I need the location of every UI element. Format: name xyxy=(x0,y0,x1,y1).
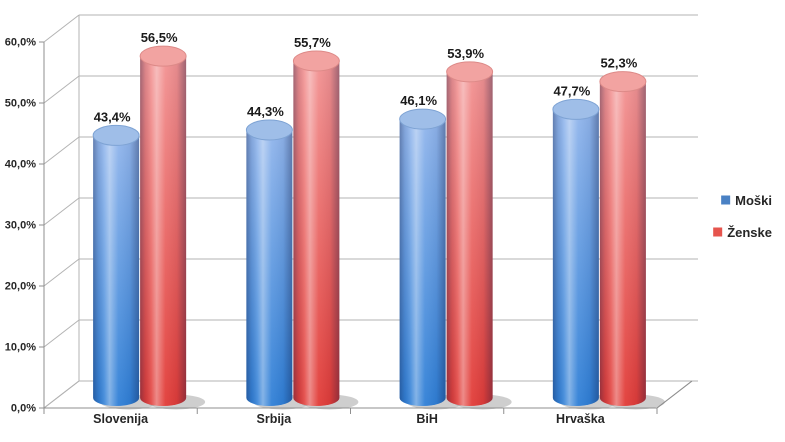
data-label-zenske-bih: 53,9% xyxy=(447,46,484,61)
category-label-slovenija: Slovenija xyxy=(93,412,149,426)
gridline-side xyxy=(43,258,80,287)
category-label-hrvaska: Hrvaška xyxy=(556,412,606,426)
cylinder-shading xyxy=(140,56,187,406)
gridline-side xyxy=(43,136,80,165)
cylinder-shading xyxy=(246,129,293,407)
y-axis-label: 60,0% xyxy=(5,37,36,49)
cylinder-shading xyxy=(293,61,340,406)
cylinder-shading xyxy=(552,109,599,406)
data-label-zenske-hrvaska: 52,3% xyxy=(600,56,637,71)
cylinder-top-face xyxy=(399,108,447,130)
gridline-side xyxy=(43,197,80,226)
data-label-zenske-srbija: 55,7% xyxy=(294,35,331,50)
legend-label-moski[interactable]: Moški xyxy=(735,193,772,208)
data-label-moski-slovenija: 43,4% xyxy=(94,109,131,124)
cylinder-shading xyxy=(599,81,646,407)
cylinder-top-face xyxy=(446,61,494,83)
data-label-moski-hrvaska: 47,7% xyxy=(553,83,590,98)
data-label-zenske-slovenija: 56,5% xyxy=(141,30,178,45)
y-axis-label: 0,0% xyxy=(11,403,36,415)
cylinder-shading xyxy=(93,135,140,406)
y-axis-label: 20,0% xyxy=(5,281,36,293)
cylinder-top-face xyxy=(245,119,293,141)
y-axis-label: 40,0% xyxy=(5,159,36,171)
cylinder-top-face xyxy=(552,98,600,120)
cylinder-shading xyxy=(446,71,493,406)
gridline-side xyxy=(43,14,80,43)
y-axis-label: 50,0% xyxy=(5,98,36,110)
gridline-side xyxy=(43,319,80,348)
cylinder-shading xyxy=(399,119,446,406)
gridline-side xyxy=(43,380,80,409)
legend-marker-zenske[interactable] xyxy=(713,227,723,237)
category-label-bih: BiH xyxy=(416,412,438,426)
legend-label-zenske[interactable]: Ženske xyxy=(727,225,772,240)
data-label-moski-srbija: 44,3% xyxy=(247,104,284,119)
y-axis-label: 30,0% xyxy=(5,220,36,232)
category-label-srbija: Srbija xyxy=(257,412,293,426)
gridline-side xyxy=(43,75,80,104)
data-label-moski-bih: 46,1% xyxy=(400,93,437,108)
cylinder-top-face xyxy=(292,50,340,72)
y-axis-label: 10,0% xyxy=(5,342,36,354)
cylinder-top-face xyxy=(139,45,187,67)
cylinder-top-face xyxy=(599,71,647,93)
legend-marker-moski[interactable] xyxy=(721,195,731,205)
cylinder-top-face xyxy=(92,124,140,146)
